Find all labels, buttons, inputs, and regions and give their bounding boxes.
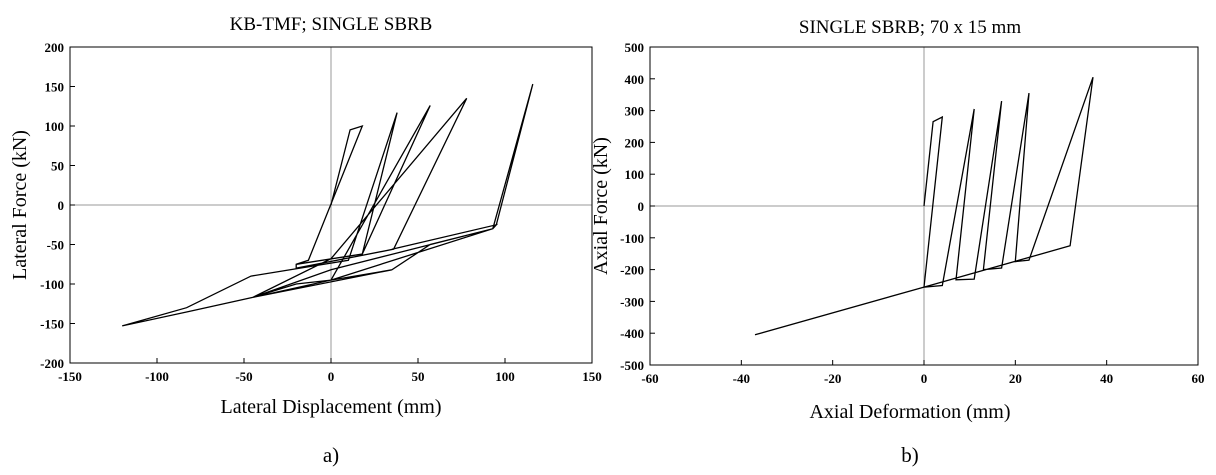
chart-a: KB-TMF; SINGLE SBRB -150 -100 -50 0 50 100 150… bbox=[9, 14, 602, 467]
chart-b-y-tick-label: -400 bbox=[620, 326, 644, 341]
chart-a-y-tick-label: -100 bbox=[40, 277, 64, 292]
chart-b-x-axis-label: Axial Deformation (mm) bbox=[809, 401, 1010, 423]
chart-b-hysteresis-line bbox=[754, 76, 1094, 336]
chart-b-y-tick-label: -100 bbox=[620, 231, 644, 246]
chart-a-x-tick-label: 0 bbox=[328, 369, 335, 384]
chart-b-x-tick-label: -40 bbox=[733, 371, 750, 386]
chart-a-plot-frame bbox=[69, 46, 593, 364]
chart-a-y-tick-label: -200 bbox=[40, 356, 64, 371]
chart-b-y-tick-label: -200 bbox=[620, 263, 644, 278]
chart-b-y-tick-label: -300 bbox=[620, 294, 644, 309]
chart-b: SINGLE SBRB; 70 x 15 mm -60 -40 -20 0 20 40 60… bbox=[590, 17, 1205, 467]
chart-a-y-tick-label: 150 bbox=[45, 80, 65, 95]
chart-b-x-tick-label: 40 bbox=[1100, 371, 1113, 386]
chart-a-y-axis-label: Lateral Force (kN) bbox=[9, 130, 31, 280]
chart-a-y-tick-label: 200 bbox=[45, 40, 65, 55]
chart-a-caption: a) bbox=[323, 443, 339, 467]
chart-a-x-tick-label: 50 bbox=[412, 369, 425, 384]
chart-a-y-tick-label: 50 bbox=[51, 159, 64, 174]
chart-a-y-tick-label: 100 bbox=[45, 119, 65, 134]
chart-b-y-tick-label: 100 bbox=[625, 167, 645, 182]
chart-a-x-tick-label: -150 bbox=[58, 369, 82, 384]
chart-b-plot-frame bbox=[649, 46, 1199, 366]
chart-a-y-tick-label: -150 bbox=[40, 317, 64, 332]
chart-b-x-tick-label: 60 bbox=[1192, 371, 1205, 386]
chart-b-title: SINGLE SBRB; 70 x 15 mm bbox=[799, 17, 1021, 38]
chart-a-x-tick-label: -50 bbox=[235, 369, 252, 384]
chart-a-x-axis-label: Lateral Displacement (mm) bbox=[220, 396, 441, 418]
chart-a-x-tick-label: 100 bbox=[495, 369, 515, 384]
chart-a-title: KB-TMF; SINGLE SBRB bbox=[230, 14, 433, 35]
chart-b-y-axis-label: Axial Force (kN) bbox=[590, 137, 612, 275]
chart-b-y-tick-label: 0 bbox=[638, 199, 645, 214]
chart-b-x-tick-label: 0 bbox=[921, 371, 928, 386]
chart-b-y-tick-label: 300 bbox=[625, 104, 645, 119]
chart-a-hysteresis-line bbox=[122, 83, 534, 327]
chart-b-x-tick-label: 20 bbox=[1009, 371, 1022, 386]
chart-b-x-tick-label: -20 bbox=[824, 371, 841, 386]
chart-b-y-tick-label: 400 bbox=[625, 72, 645, 87]
chart-b-y-tick-label: 500 bbox=[625, 40, 645, 55]
chart-a-y-tick-label: -50 bbox=[47, 238, 64, 253]
chart-b-y-tick-label: -500 bbox=[620, 358, 644, 373]
chart-a-y-tick-label: 0 bbox=[58, 198, 65, 213]
chart-a-x-tick-label: 150 bbox=[582, 369, 602, 384]
chart-b-y-tick-label: 200 bbox=[625, 135, 645, 150]
chart-a-x-tick-label: -100 bbox=[145, 369, 169, 384]
chart-b-caption: b) bbox=[901, 443, 919, 467]
chart-b-x-tick-label: -60 bbox=[641, 371, 658, 386]
